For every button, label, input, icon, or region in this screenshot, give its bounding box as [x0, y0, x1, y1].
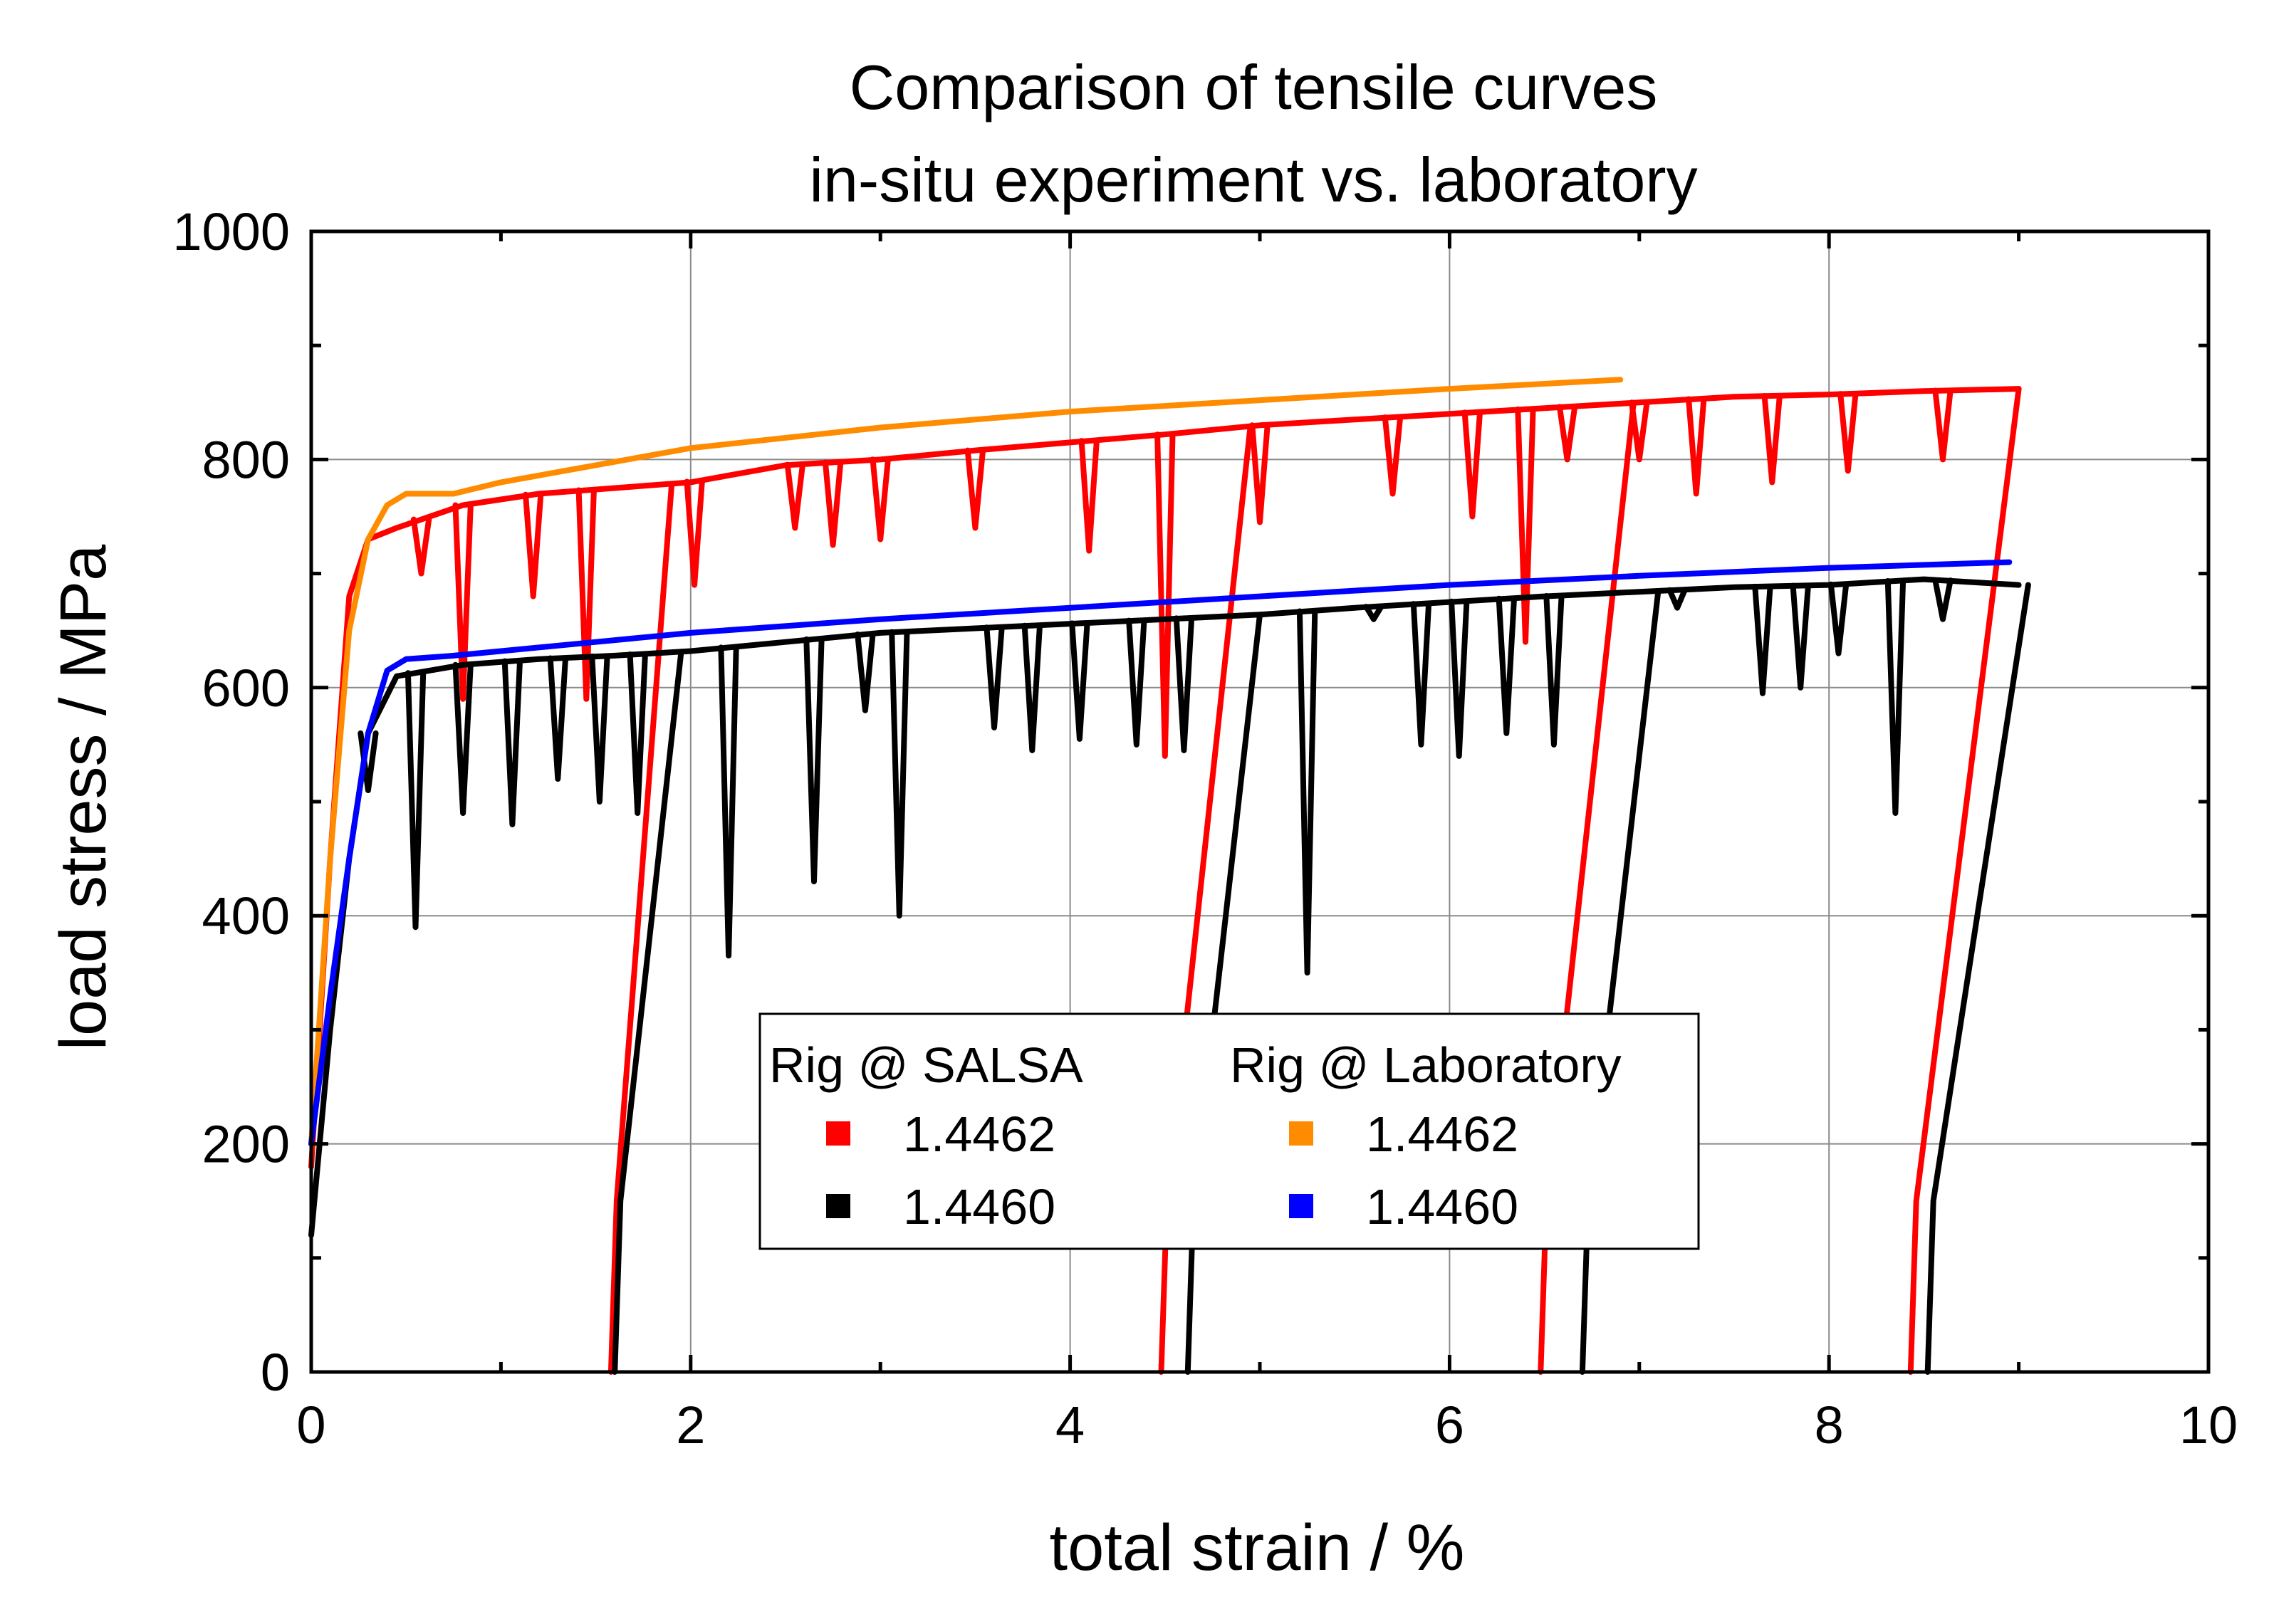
series-unload-dip [1556, 404, 1578, 463]
x-tick-label: 10 [2179, 1395, 2238, 1455]
series-unload-dip [627, 651, 648, 816]
x-axis-label: total strain / % [1050, 1512, 1465, 1584]
chart-title-line-2: in-situ experiment vs. laboratory [809, 145, 1697, 215]
series-unload-dip [589, 653, 610, 805]
series-unloading-line [1579, 588, 1662, 1375]
series-unloading-line [1924, 582, 2031, 1375]
series-rig-salsa-1-4460 [308, 576, 2031, 1375]
series-unload-dip [1790, 582, 1811, 691]
y-tick-label: 600 [202, 659, 290, 718]
series-unloading-line [607, 481, 675, 1375]
series-rig-salsa-1-4462 [308, 386, 2022, 1375]
legend-label-salsa-14462: 1.4462 [903, 1106, 1055, 1162]
legend-swatch-salsa-14460 [826, 1194, 850, 1218]
y-axis-label: load stress / MPa [47, 544, 120, 1051]
legend: Rig @ SALSA Rig @ Laboratory 1.4462 1.44… [758, 1012, 1700, 1250]
series-unloading-line [1184, 612, 1263, 1375]
plot-area [308, 377, 2031, 1375]
x-tick-label: 8 [1815, 1395, 1844, 1455]
series-unload-dip [1363, 604, 1384, 622]
series-unload-dip [1410, 601, 1432, 748]
y-tick-label: 200 [202, 1115, 290, 1174]
y-tick-label: 0 [261, 1343, 290, 1402]
series-rig-laboratory-1-4460 [308, 559, 2013, 1147]
series-unload-dip [547, 655, 568, 782]
series-unloading-line [1907, 386, 2022, 1375]
series-unload-dip [1932, 387, 1954, 463]
legend-label-salsa-14460: 1.4460 [903, 1179, 1055, 1235]
series-unload-dip [984, 624, 1005, 730]
legend-group-title-salsa: Rig @ SALSA [769, 1037, 1083, 1093]
series-line [308, 559, 2013, 1147]
series-unload-dip [1078, 438, 1100, 554]
series-unload-dip [523, 491, 544, 599]
series-unload-dip [1496, 595, 1517, 736]
legend-label-laboratory-14462: 1.4462 [1366, 1106, 1518, 1162]
series-unload-dip [1382, 414, 1404, 497]
y-tick-label: 1000 [172, 202, 290, 261]
series-unload-dip [718, 644, 739, 959]
series-unload-dip [1827, 581, 1850, 656]
chart-title-line-1: Comparison of tensile curves [850, 52, 1658, 122]
series-unload-dip [1932, 577, 1954, 622]
series-unload-dip [1249, 422, 1271, 525]
legend-swatch-laboratory-14462 [1289, 1121, 1313, 1146]
series-unload-dip [1296, 608, 1318, 976]
series-unload-dip [889, 629, 910, 919]
series-unload-dip [822, 459, 844, 548]
series-unload-dip [410, 516, 432, 577]
axis-ticks: 0 2 4 6 8 10 0 200 400 600 800 1000 [172, 202, 2238, 1455]
x-tick-label: 4 [1055, 1395, 1085, 1455]
series-unload-dip [1154, 431, 1176, 759]
series-line [308, 377, 1624, 1147]
series-unload-dip [405, 670, 427, 931]
x-tick-label: 2 [676, 1395, 705, 1455]
legend-group-title-laboratory: Rig @ Laboratory [1230, 1037, 1622, 1093]
series-unload-dip [1173, 615, 1195, 753]
series-unload-dip [1449, 598, 1470, 759]
series-unload-dip [784, 461, 805, 531]
series-unload-dip [1515, 406, 1536, 645]
y-tick-label: 400 [202, 886, 290, 945]
legend-swatch-laboratory-14460 [1289, 1194, 1313, 1218]
series-unloading-line [612, 649, 684, 1375]
series-unload-dip [1752, 583, 1773, 696]
legend-swatch-salsa-14462 [826, 1121, 850, 1146]
series-unload-dip [855, 632, 876, 713]
series-unload-dip [803, 636, 825, 885]
y-tick-label: 800 [202, 430, 290, 489]
series-unload-dip [1837, 391, 1859, 474]
series-unload-dip [452, 502, 474, 702]
series-rig-laboratory-1-4462 [308, 377, 1624, 1147]
series-unload-dip [1021, 622, 1043, 753]
series-unload-dip [1666, 587, 1688, 611]
x-tick-label: 0 [296, 1395, 325, 1455]
series-unload-dip [1686, 396, 1707, 497]
series-unload-dip [1069, 620, 1090, 742]
series-unload-dip [1126, 617, 1147, 748]
legend-label-laboratory-14460: 1.4460 [1366, 1179, 1518, 1235]
series-unload-dip [1543, 593, 1565, 748]
series-unload-dip [452, 661, 474, 816]
series-unload-dip [1761, 393, 1783, 486]
series-line [308, 386, 2022, 1170]
legend-box [758, 1012, 1700, 1250]
series-unload-dip [684, 478, 705, 588]
series-unload-dip [1884, 578, 1907, 816]
series-unload-dip [501, 658, 523, 827]
x-tick-label: 6 [1435, 1395, 1464, 1455]
series-unload-dip [870, 456, 891, 543]
series-unload-dip [575, 487, 597, 702]
series-unload-dip [964, 447, 986, 531]
series-unload-dip [1461, 409, 1483, 520]
